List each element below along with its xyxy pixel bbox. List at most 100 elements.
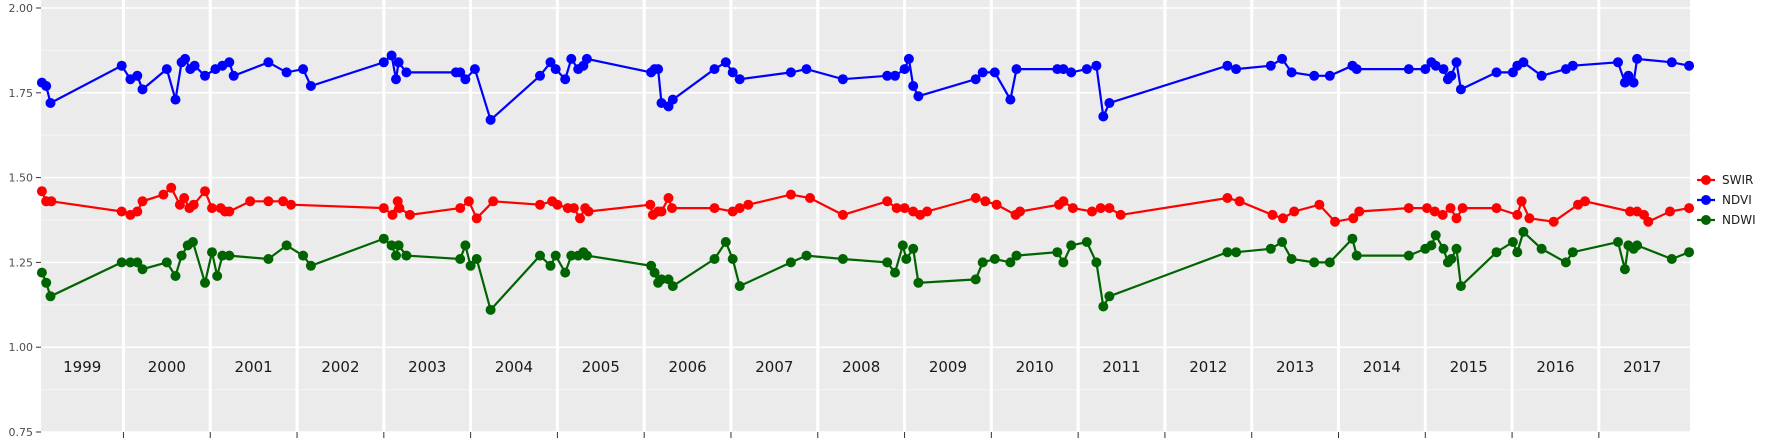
data-point-swir bbox=[1437, 209, 1448, 220]
data-point-swir bbox=[805, 193, 815, 203]
data-point-ndwi bbox=[1058, 257, 1069, 268]
year-label: 2012 bbox=[1189, 358, 1227, 376]
data-point-ndvi bbox=[653, 64, 664, 75]
data-point-swir bbox=[970, 193, 981, 203]
data-point-swir bbox=[1548, 216, 1559, 227]
year-label: 2006 bbox=[668, 358, 706, 376]
data-point-swir bbox=[1665, 206, 1675, 217]
data-point-ndvi bbox=[1011, 64, 1022, 75]
data-point-swir bbox=[568, 203, 579, 214]
data-point-ndwi bbox=[649, 267, 660, 278]
data-point-ndwi bbox=[970, 274, 981, 285]
y-tick-label: 1.75 bbox=[9, 87, 34, 100]
data-point-ndvi bbox=[837, 74, 848, 85]
data-point-swir bbox=[471, 213, 482, 224]
grid-layer bbox=[41, 0, 1690, 433]
data-point-ndvi bbox=[1666, 57, 1677, 68]
data-point-swir bbox=[1422, 203, 1432, 214]
data-point-ndvi bbox=[1613, 57, 1623, 68]
year-label: 2005 bbox=[582, 358, 620, 376]
data-point-swir bbox=[1095, 203, 1106, 214]
data-point-ndwi bbox=[391, 250, 401, 261]
data-point-ndwi bbox=[1426, 240, 1437, 251]
data-point-ndwi bbox=[1309, 257, 1320, 268]
data-point-ndvi bbox=[1430, 60, 1441, 71]
y-tick-label: 1.25 bbox=[9, 256, 34, 269]
data-point-ndvi bbox=[709, 64, 720, 75]
data-point-ndwi bbox=[913, 277, 924, 288]
data-point-swir bbox=[1445, 203, 1456, 214]
year-label: 2014 bbox=[1363, 358, 1401, 376]
data-point-swir bbox=[1625, 206, 1636, 217]
data-point-swir bbox=[837, 209, 848, 220]
data-point-swir bbox=[46, 196, 57, 207]
data-point-swir bbox=[552, 199, 563, 210]
data-point-swir bbox=[179, 193, 190, 203]
data-point-ndwi bbox=[281, 240, 292, 251]
data-point-ndvi bbox=[899, 64, 910, 75]
data-point-swir bbox=[1115, 209, 1126, 220]
year-label: 2003 bbox=[408, 358, 446, 376]
data-point-ndvi bbox=[1684, 60, 1695, 71]
data-point-ndwi bbox=[298, 250, 309, 261]
data-point-swir bbox=[1451, 213, 1462, 224]
data-point-ndvi bbox=[298, 64, 309, 75]
data-point-ndwi bbox=[1666, 254, 1677, 264]
year-label: 2007 bbox=[755, 358, 793, 376]
data-point-ndvi bbox=[393, 57, 404, 68]
year-label: 2016 bbox=[1536, 358, 1574, 376]
data-point-ndwi bbox=[187, 237, 198, 247]
data-point-ndvi bbox=[1081, 64, 1092, 75]
data-point-ndvi bbox=[720, 57, 731, 68]
data-point-swir bbox=[137, 196, 148, 207]
year-label: 2008 bbox=[842, 358, 880, 376]
data-point-ndwi bbox=[1430, 230, 1441, 241]
data-point-swir bbox=[583, 206, 594, 217]
data-point-ndvi bbox=[1066, 67, 1077, 78]
data-point-ndwi bbox=[908, 243, 919, 254]
data-point-ndwi bbox=[1438, 243, 1449, 254]
data-point-swir bbox=[1524, 213, 1535, 224]
data-point-ndvi bbox=[550, 64, 561, 75]
data-point-ndwi bbox=[471, 254, 482, 264]
data-point-ndvi bbox=[1098, 111, 1109, 122]
data-point-swir bbox=[1512, 209, 1523, 220]
data-point-ndwi bbox=[977, 257, 988, 268]
data-point-swir bbox=[132, 206, 143, 217]
data-point-ndvi bbox=[535, 70, 545, 81]
data-point-swir bbox=[1516, 196, 1527, 207]
data-point-ndwi bbox=[1613, 237, 1623, 247]
data-point-ndvi bbox=[170, 94, 181, 105]
data-point-ndvi bbox=[1438, 64, 1449, 75]
data-point-ndwi bbox=[1098, 301, 1109, 312]
data-point-swir bbox=[166, 182, 177, 193]
data-point-ndvi bbox=[727, 67, 738, 78]
data-point-ndwi bbox=[882, 257, 893, 268]
data-point-swir bbox=[1348, 213, 1359, 224]
data-point-ndwi bbox=[901, 254, 912, 264]
data-point-ndwi bbox=[1005, 257, 1016, 268]
data-point-ndvi bbox=[1005, 94, 1016, 105]
data-point-ndvi bbox=[1324, 70, 1335, 81]
data-point-ndwi bbox=[125, 257, 136, 268]
data-point-swir bbox=[663, 193, 674, 203]
data-point-ndvi bbox=[913, 91, 924, 102]
legend: SWIR NDVI NDWI bbox=[1697, 173, 1756, 227]
data-point-ndvi bbox=[1446, 70, 1457, 81]
data-point-ndwi bbox=[801, 250, 812, 261]
data-point-swir bbox=[991, 199, 1002, 210]
data-point-ndwi bbox=[1560, 257, 1571, 268]
data-point-ndvi bbox=[45, 98, 56, 108]
data-point-swir bbox=[709, 203, 720, 214]
data-point-ndwi bbox=[1347, 233, 1358, 244]
data-point-ndwi bbox=[550, 250, 561, 261]
panel-background bbox=[41, 0, 1690, 432]
data-point-swir bbox=[207, 203, 217, 214]
data-point-swir bbox=[734, 203, 745, 214]
data-point-ndvi bbox=[132, 70, 143, 81]
data-point-swir bbox=[263, 196, 274, 207]
data-point-ndvi bbox=[890, 70, 900, 81]
data-point-ndwi bbox=[161, 257, 172, 268]
data-point-ndwi bbox=[137, 264, 148, 275]
data-point-ndvi bbox=[1536, 70, 1547, 81]
